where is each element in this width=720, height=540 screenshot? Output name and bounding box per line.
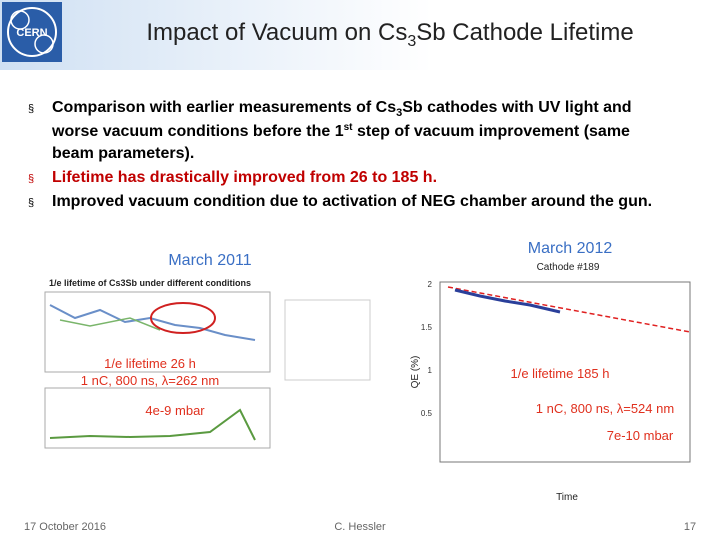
bullets: § Comparison with earlier measurements o…: [28, 99, 652, 210]
trace: [59, 317, 161, 331]
note: 1/e lifetime 26 h: [104, 356, 196, 371]
plot-frame: [44, 387, 271, 449]
y-tick-label: 1.5: [421, 323, 433, 332]
legend-box: [284, 299, 371, 381]
right-figure: March 2012 Cathode #189 2 1.5 1 0.5 QE (…: [410, 240, 691, 503]
figure-heading: March 2012: [528, 240, 613, 257]
bullet-line: worse vacuum conditions before the 1st s…: [51, 122, 630, 140]
bullet-marker: §: [28, 197, 34, 209]
x-axis-label: Time: [556, 492, 578, 503]
note: 1 nC, 800 ns, λ=524 nm: [536, 401, 674, 416]
y-axis-label: QE (%): [410, 356, 421, 389]
header-band: [0, 0, 720, 70]
slide-title: Impact of Vacuum on Cs3Sb Cathode Lifeti…: [146, 19, 633, 50]
bullet-marker: §: [28, 173, 34, 185]
bullet-line: Comparison with earlier measurements of …: [52, 99, 632, 119]
plot-frame: [44, 291, 271, 373]
note: 4e-9 mbar: [145, 403, 205, 418]
note: 1/e lifetime 185 h: [510, 366, 609, 381]
page-number: 17: [684, 521, 696, 533]
left-figure: March 2011 1/e lifetime of Cs3Sb under d…: [44, 252, 371, 449]
chart-title: 1/e lifetime of Cs3Sb under different co…: [49, 278, 251, 288]
trace: [49, 408, 256, 441]
note: 1 nC, 800 ns, λ=262 nm: [81, 373, 219, 388]
footer-author: C. Hessler: [334, 521, 386, 533]
plot-frame: [439, 281, 691, 463]
y-tick-label: 2: [428, 280, 433, 289]
bullet-line: beam parameters).: [52, 145, 194, 162]
y-tick-label: 0.5: [421, 409, 433, 418]
highlight: [150, 302, 216, 334]
cern-logo: CERN: [2, 2, 62, 62]
footer-date: 17 October 2016: [24, 521, 106, 533]
y-tick-label: 1: [428, 366, 433, 375]
bullet-line: Improved vacuum condition due to activat…: [52, 193, 652, 210]
bullet-line: Lifetime has drastically improved from 2…: [52, 169, 437, 186]
figure-heading: March 2011: [168, 252, 251, 269]
fit-line: [447, 286, 691, 333]
bullet-marker: §: [28, 103, 34, 115]
note: 7e-10 mbar: [607, 428, 674, 443]
svg-text:CERN: CERN: [16, 27, 47, 39]
chart-title: Cathode #189: [537, 262, 600, 273]
trace: [454, 288, 561, 314]
